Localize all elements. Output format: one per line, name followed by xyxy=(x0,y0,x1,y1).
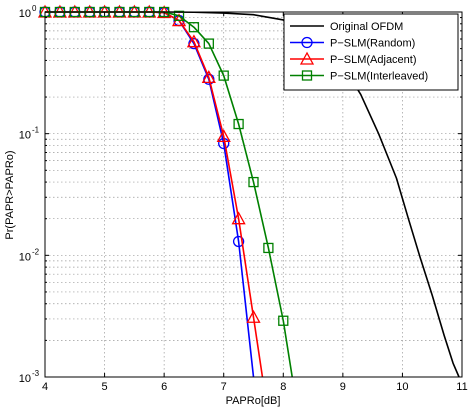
legend-item: P−SLM(Interleaved) xyxy=(290,70,428,83)
x-tick-label: 8 xyxy=(280,381,286,393)
grid-lines xyxy=(45,12,462,377)
y-tick-base: 10 xyxy=(19,251,31,263)
y-tick-exponent: 0 xyxy=(32,4,37,13)
y-tick-exponent: -1 xyxy=(32,126,40,135)
y-tick-exponent: -3 xyxy=(32,369,40,378)
legend-label: P−SLM(Random) xyxy=(330,38,415,50)
legend-label: Original OFDM xyxy=(330,21,403,33)
x-tick-label: 6 xyxy=(161,381,167,393)
y-tick-label: 10 -1 xyxy=(19,126,40,142)
x-tick-label: 7 xyxy=(221,381,227,393)
x-tick-label: 9 xyxy=(340,381,346,393)
legend-item: P−SLM(Random) xyxy=(290,36,415,50)
legend-item: P−SLM(Adjacent) xyxy=(290,51,417,66)
x-tick-label: 5 xyxy=(102,381,108,393)
legend-item: Original OFDM xyxy=(290,21,403,33)
x-tick-label: 10 xyxy=(396,381,408,393)
y-tick-base: 10 xyxy=(19,8,31,20)
y-axis-label: Pr(PAPR>PAPRo) xyxy=(4,150,16,239)
y-tick-label: 10 0 xyxy=(19,4,37,20)
data-point xyxy=(232,235,245,248)
legend-marker xyxy=(301,70,313,81)
data-point xyxy=(186,34,202,48)
data-point xyxy=(231,211,246,225)
data-point xyxy=(246,309,261,323)
data-point xyxy=(201,70,216,84)
y-tick-label: 10 -2 xyxy=(19,247,40,263)
y-tick-exponent: -2 xyxy=(32,247,40,256)
x-tick-label: 4 xyxy=(42,381,48,393)
data-point xyxy=(203,38,214,49)
legend-label: P−SLM(Adjacent) xyxy=(330,54,417,66)
legend-label: P−SLM(Interleaved) xyxy=(330,71,428,83)
legend-marker xyxy=(301,36,313,49)
x-tick-label: 11 xyxy=(456,381,467,393)
legend: Original OFDM P−SLM(Random) P−SLM(Adjacent… xyxy=(283,13,459,91)
axis-ticks xyxy=(44,12,463,378)
x-axis-label: PAPRo[dB] xyxy=(226,395,281,407)
legend-marker xyxy=(299,51,315,65)
data-point xyxy=(278,315,289,326)
data-point xyxy=(233,118,244,130)
data-point xyxy=(263,242,274,254)
y-tick-base: 10 xyxy=(19,373,31,385)
data-point xyxy=(248,176,259,188)
data-point xyxy=(173,10,185,21)
data-point xyxy=(216,129,231,143)
plot-frame xyxy=(44,11,463,378)
data-point xyxy=(188,22,200,33)
y-tick-label: 10 -3 xyxy=(19,369,40,385)
y-tick-base: 10 xyxy=(19,130,31,142)
x-tick-labels: 4 5 6 7 8 9 10 11 xyxy=(42,381,468,393)
data-point xyxy=(218,70,229,81)
